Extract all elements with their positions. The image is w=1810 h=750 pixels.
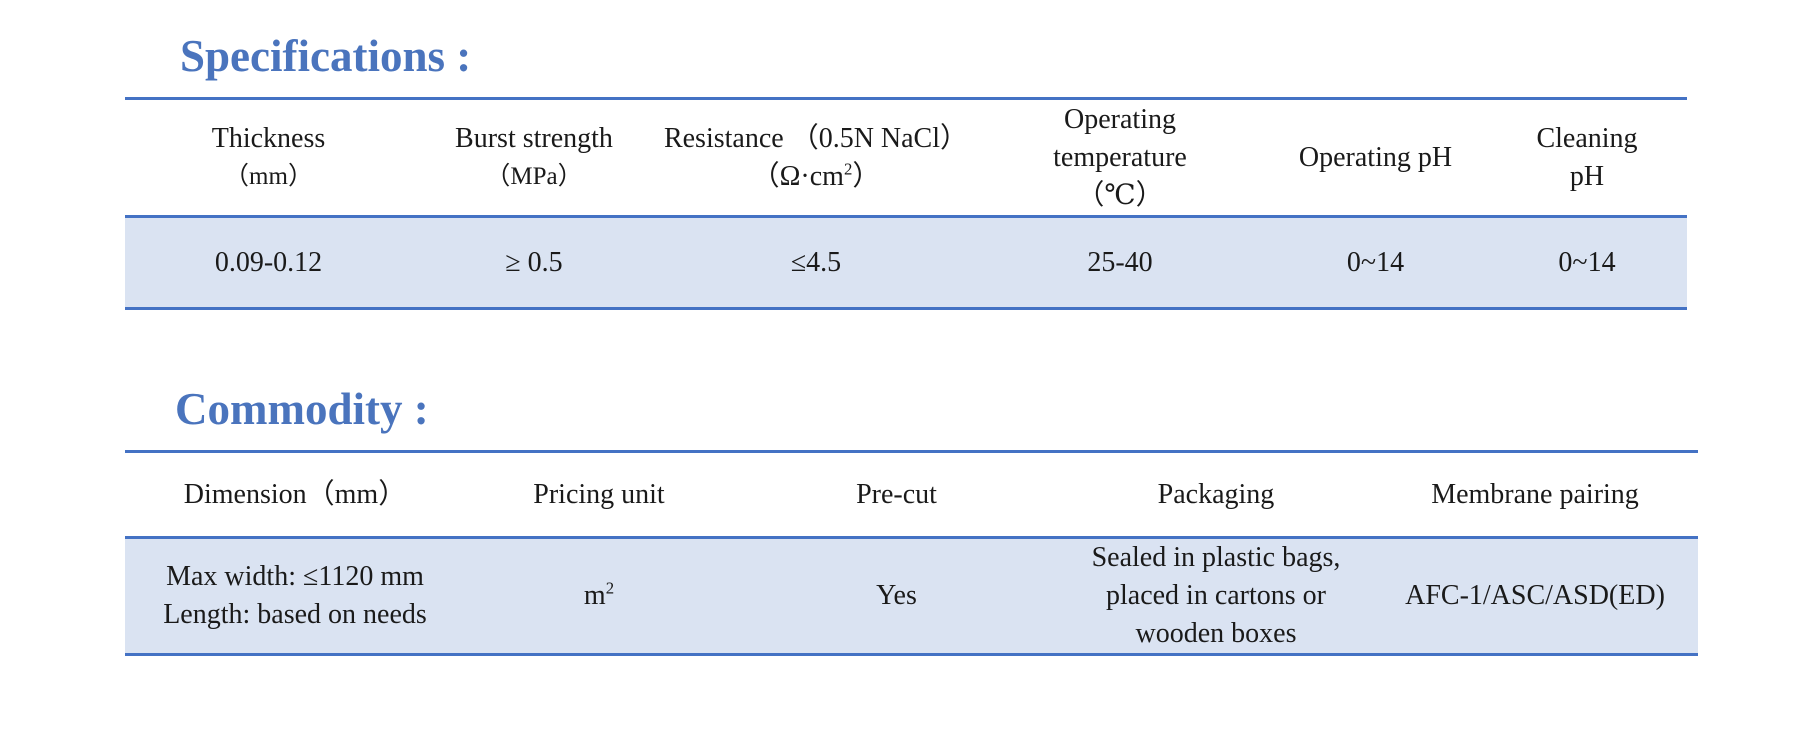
header-burst-strength-label: Burst strength xyxy=(455,122,613,154)
header-thickness-label: Thickness xyxy=(211,122,326,154)
value-thickness: 0.09-0.12 xyxy=(125,216,412,309)
specifications-header-row: Thickness （mm） Burst strength （MPa） Resi… xyxy=(125,98,1687,218)
header-burst-strength-unit: （MPa） xyxy=(485,162,583,190)
value-operating-ph: 0~14 xyxy=(1264,216,1487,309)
value-dimension-length: Length: based on needs xyxy=(163,599,427,630)
commodity-title: Commodity : xyxy=(175,384,429,434)
value-packaging-line3: wooden boxes xyxy=(1135,618,1297,649)
commodity-table: Dimension（mm） Pricing unit Pre-cut Packa… xyxy=(125,450,1698,656)
value-dimension-width: Max width: ≤1120 mm xyxy=(166,561,424,592)
header-resistance-unit-end: ） xyxy=(852,160,881,192)
header-resistance-unit: （Ω·cm2） xyxy=(656,158,976,196)
value-operating-temperature: 25-40 xyxy=(976,216,1264,309)
header-packaging: Packaging xyxy=(1060,451,1372,539)
value-pricing-unit-sup: 2 xyxy=(605,578,615,598)
value-burst-strength: ≥ 0.5 xyxy=(412,216,656,309)
header-dimension: Dimension（mm） xyxy=(125,451,465,539)
header-operating-temperature-line2: temperature xyxy=(1053,141,1187,173)
value-packaging: Sealed in plastic bags, placed in carton… xyxy=(1060,537,1372,655)
value-cleaning-ph: 0~14 xyxy=(1487,216,1687,309)
header-operating-ph-label: Operating pH xyxy=(1298,141,1453,173)
header-pricing-unit: Pricing unit xyxy=(465,451,733,539)
value-packaging-line2: placed in cartons or xyxy=(1105,580,1327,611)
header-cleaning-ph-line2: pH xyxy=(1569,160,1605,192)
header-operating-ph: Operating pH xyxy=(1264,98,1487,218)
header-pre-cut: Pre-cut xyxy=(733,451,1060,539)
specifications-table: Thickness （mm） Burst strength （MPa） Resi… xyxy=(125,97,1687,310)
header-operating-temperature-line1: Operating xyxy=(1064,103,1176,135)
header-operating-temperature-unit: （℃） xyxy=(1076,179,1164,211)
header-resistance-unit-sup: 2 xyxy=(843,159,853,179)
specifications-title: Specifications : xyxy=(180,31,472,81)
specifications-value-row: 0.09-0.12 ≥ 0.5 ≤4.5 25-40 0~14 0~14 xyxy=(125,216,1687,309)
value-pricing-unit: m2 xyxy=(465,537,733,655)
header-resistance: Resistance （0.5N NaCl） （Ω·cm2） xyxy=(656,98,976,218)
header-thickness-unit: （mm） xyxy=(224,162,313,190)
header-burst-strength: Burst strength （MPa） xyxy=(412,98,656,218)
value-pricing-unit-text: m xyxy=(583,580,606,611)
value-packaging-line1: Sealed in plastic bags, xyxy=(1091,542,1341,573)
header-membrane-pairing: Membrane pairing xyxy=(1372,451,1698,539)
header-cleaning-ph: Cleaning pH xyxy=(1487,98,1687,218)
value-resistance: ≤4.5 xyxy=(656,216,976,309)
header-resistance-label: Resistance （0.5N NaCl） xyxy=(663,122,969,154)
header-cleaning-ph-line1: Cleaning xyxy=(1536,122,1638,154)
header-resistance-unit-text: （Ω·cm xyxy=(751,160,844,192)
header-thickness: Thickness （mm） xyxy=(125,98,412,218)
value-pre-cut: Yes xyxy=(733,537,1060,655)
value-membrane-pairing: AFC-1/ASC/ASD(ED) xyxy=(1372,537,1698,655)
commodity-header-row: Dimension（mm） Pricing unit Pre-cut Packa… xyxy=(125,451,1698,539)
header-operating-temperature: Operating temperature （℃） xyxy=(976,98,1264,218)
value-dimension: Max width: ≤1120 mm Length: based on nee… xyxy=(125,537,465,655)
commodity-value-row: Max width: ≤1120 mm Length: based on nee… xyxy=(125,537,1698,655)
